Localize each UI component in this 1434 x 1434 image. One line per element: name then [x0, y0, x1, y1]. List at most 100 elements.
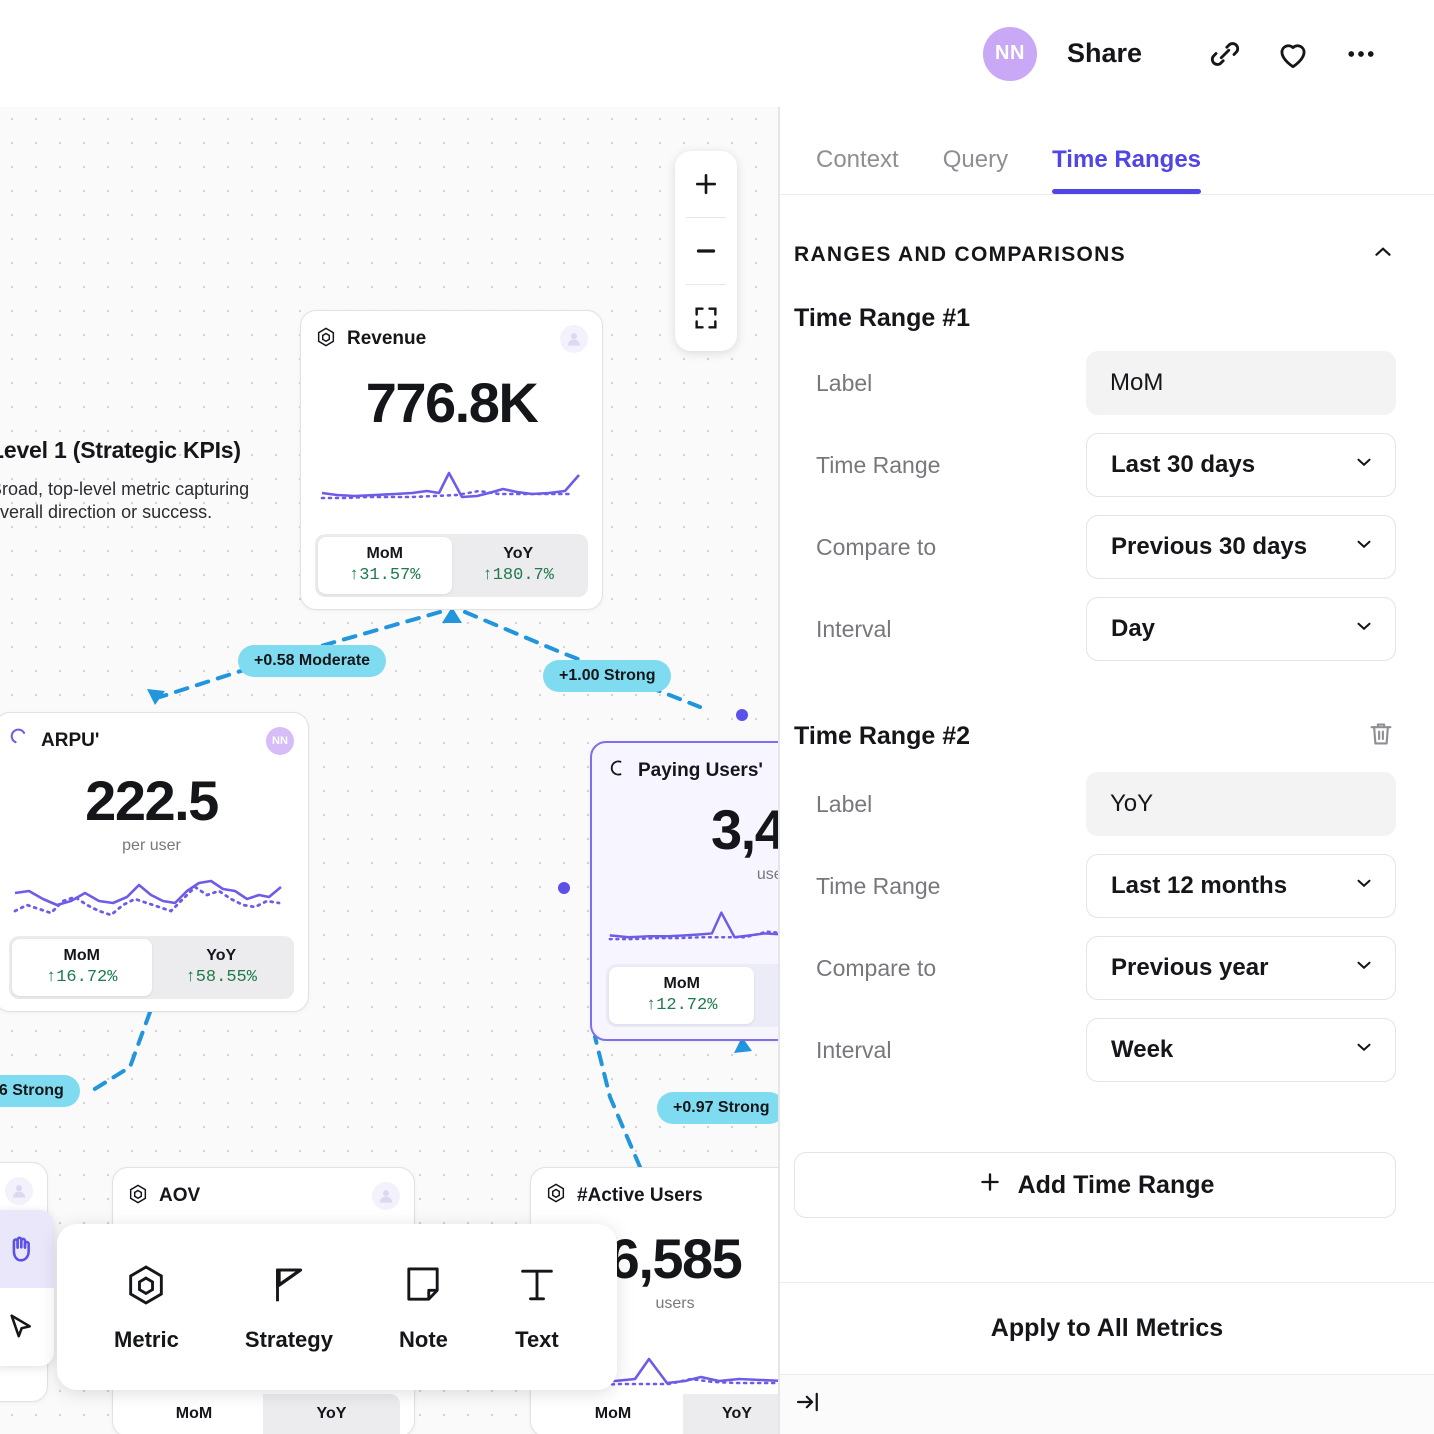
metric-card-revenue[interactable]: Revenue 776.8K MoM [300, 310, 603, 610]
tab-value: ↑12.72% [646, 996, 718, 1015]
tab-value: ↑180.7% [482, 566, 554, 585]
palette-label: Strategy [244, 1326, 333, 1352]
collapse-panel-bar[interactable] [780, 1374, 1434, 1434]
collapse-panel-icon[interactable] [794, 1388, 822, 1421]
palette-label: Note [399, 1326, 448, 1352]
tool-palette[interactable]: Metric Strategy Note [57, 1224, 617, 1390]
field-label-text: Interval [816, 1036, 892, 1063]
connector-node[interactable] [736, 709, 748, 721]
person-icon[interactable] [560, 325, 588, 353]
panel-tabs[interactable]: Context Query Time Ranges [780, 107, 1434, 195]
heart-icon[interactable] [1272, 33, 1314, 75]
tab-label: MoM [63, 947, 100, 964]
bottom-tab-yoy[interactable]: YoY [316, 1405, 347, 1422]
cursor-icon[interactable] [0, 1288, 54, 1366]
time-range-block-1: Time Range #1 Label MoM Time Range Last … [780, 304, 1434, 661]
more-options-icon[interactable] [1340, 33, 1382, 75]
crescent-icon [606, 757, 628, 784]
tab-mom[interactable]: MoM ↑12.72% [609, 967, 755, 1024]
hexagon-icon [123, 1262, 169, 1313]
link-icon[interactable] [1204, 33, 1246, 75]
sparkline-chart [315, 431, 588, 534]
label-input[interactable]: MoM [1086, 351, 1396, 415]
divider [686, 217, 726, 218]
comparison-tabs[interactable]: MoM ↑31.57% YoY ↑180.7% [315, 534, 588, 597]
comparison-tabs[interactable]: MoM ↑12.72% [606, 964, 779, 1027]
field-label-text: Compare to [816, 533, 937, 560]
avatar[interactable]: NN [982, 26, 1037, 81]
tab-label: YoY [206, 947, 237, 964]
compare-to-select[interactable]: Previous year [1086, 936, 1396, 1000]
note-title: Level 1 (Strategic KPIs) [0, 437, 241, 463]
metric-canvas[interactable]: Level 1 (Strategic KPIs) Broad, top-leve… [0, 107, 779, 1434]
note-icon [400, 1262, 446, 1313]
bottom-tab-yoy[interactable]: YoY [722, 1405, 752, 1422]
metric-unit: users [756, 866, 779, 883]
tab-mom[interactable]: MoM ↑16.72% [12, 939, 152, 996]
comparison-tabs[interactable]: MoM ↑16.72% YoY ↑58.55% [9, 936, 294, 999]
note-body: Broad, top-level metric capturing overal… [0, 479, 250, 523]
palette-strategy[interactable]: Strategy [245, 1262, 333, 1353]
field-label-text: Label [816, 369, 873, 396]
compare-to-select[interactable]: Previous 30 days [1086, 515, 1396, 579]
bottom-tabs-aov[interactable]: MoM YoY [125, 1394, 400, 1434]
palette-label: Metric [114, 1326, 179, 1352]
tab-yoy[interactable]: YoY ↑180.7% [452, 537, 586, 594]
hexagon-icon [127, 1183, 149, 1210]
tab-mom[interactable]: MoM ↑31.57% [318, 537, 452, 594]
bottom-tab-mom[interactable]: MoM [125, 1394, 263, 1434]
connector-label-correlation[interactable]: +0.58 Moderate [238, 645, 387, 677]
bottom-tabs-active-users[interactable]: MoM YoY [543, 1394, 779, 1434]
time-range-select[interactable]: Last 12 months [1086, 854, 1396, 918]
hand-icon[interactable] [0, 1210, 54, 1288]
connector-label-correlation[interactable]: +0.97 Strong [657, 1092, 779, 1124]
fit-screen-icon[interactable] [675, 285, 737, 351]
connector-label-correlation[interactable]: +1.00 Strong [543, 660, 672, 692]
time-range-select[interactable]: Last 30 days [1086, 433, 1396, 497]
interval-select[interactable]: Week [1086, 1018, 1396, 1082]
person-icon[interactable] [5, 1177, 33, 1205]
card-title: AOV [159, 1185, 201, 1206]
palette-note[interactable]: Note [399, 1262, 448, 1353]
field-label-text: Time Range [816, 451, 941, 478]
zoom-controls[interactable] [675, 151, 737, 351]
tab-time-ranges[interactable]: Time Ranges [1030, 146, 1223, 194]
tab-query[interactable]: Query [942, 146, 1009, 173]
metric-card-arpu[interactable]: ARPU' NN 222.5 per user MoM ↑16.72% [0, 712, 309, 1012]
label-input[interactable]: YoY [1086, 772, 1396, 836]
chevron-up-icon[interactable] [1370, 239, 1396, 270]
zoom-out-icon[interactable] [675, 218, 737, 284]
section-header[interactable]: RANGES AND COMPARISONS [780, 195, 1434, 270]
connector-node[interactable] [558, 882, 570, 894]
tab-context[interactable]: Context [816, 146, 899, 173]
side-panel: Context Query Time Ranges RANGES AND COM… [779, 107, 1434, 1434]
add-time-range-button[interactable]: Add Time Range [794, 1152, 1396, 1218]
zoom-in-icon[interactable] [675, 151, 737, 217]
share-button[interactable]: Share [1066, 38, 1142, 68]
connector-label-correlation[interactable]: 66 Strong [0, 1075, 80, 1107]
crescent-icon [9, 728, 31, 755]
avatar[interactable]: NN [266, 727, 294, 755]
tab-label: MoM [663, 975, 700, 992]
person-icon[interactable] [372, 1182, 400, 1210]
note-level-1: Level 1 (Strategic KPIs) Broad, top-leve… [0, 437, 260, 525]
tab-yoy[interactable] [754, 967, 779, 1024]
palette-text[interactable]: Text [514, 1262, 560, 1353]
tab-value: ↑16.72% [46, 968, 118, 987]
tab-yoy[interactable]: YoY ↑58.55% [152, 939, 292, 996]
field-label-text: Time Range [816, 872, 941, 899]
range-header: Time Range #2 [794, 719, 1396, 754]
sparkline-chart [9, 855, 294, 936]
select-value: Previous 30 days [1111, 533, 1308, 560]
apply-to-all-metrics-button[interactable]: Apply to All Metrics [780, 1282, 1434, 1374]
card-title: ARPU' [41, 730, 100, 751]
interval-select[interactable]: Day [1086, 597, 1396, 661]
field-compare-to: Compare to Previous year [794, 936, 1396, 1000]
metric-card-paying-users[interactable]: Paying Users' 3,49 users MoM ↑12.72% [590, 741, 779, 1041]
select-value: Previous year [1111, 954, 1269, 981]
delete-icon[interactable] [1366, 719, 1396, 754]
range-header: Time Range #1 [794, 304, 1396, 333]
tool-rail[interactable] [0, 1210, 54, 1366]
palette-metric[interactable]: Metric [114, 1262, 179, 1353]
bottom-tab-mom[interactable]: MoM [543, 1394, 683, 1434]
